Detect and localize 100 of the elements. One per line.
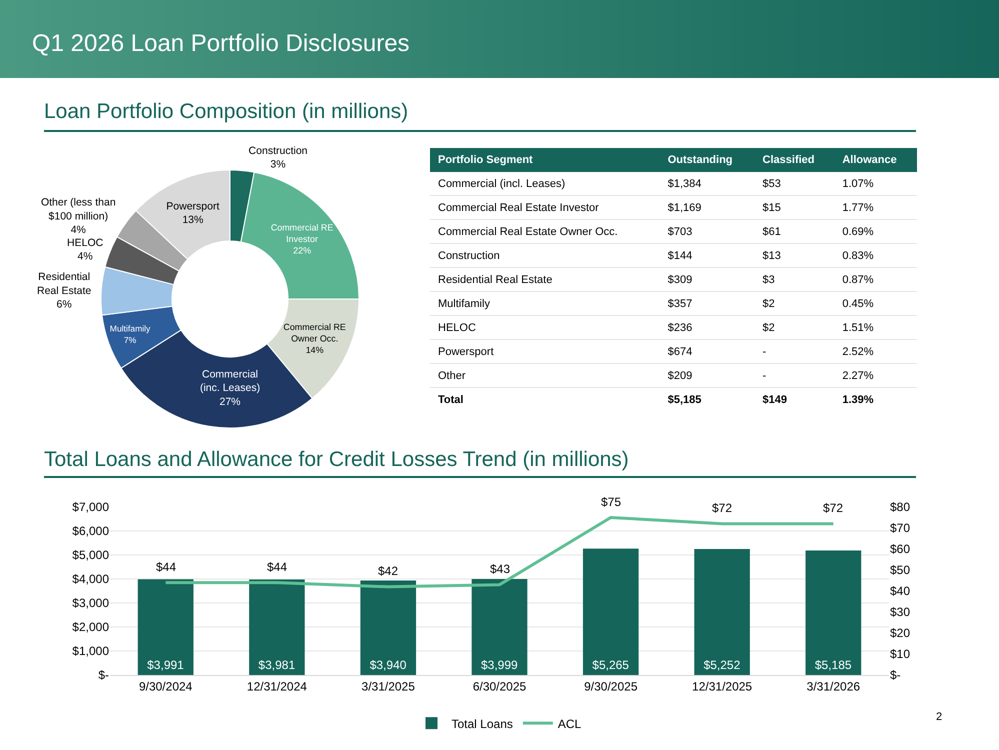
text: $53: [762, 178, 781, 190]
x-tick-label: 3/31/2026: [806, 679, 860, 694]
chart-title: Q1 2026 Loan Portfolio Disclosures: [32, 30, 410, 58]
y-tick-label: $4,000: [72, 572, 110, 586]
legend-label: Total Loans: [452, 716, 513, 731]
data-label: 13%: [182, 214, 204, 226]
text: 2.52%: [842, 346, 874, 358]
y-tick-label: $2,000: [72, 620, 110, 634]
y-tick-label: $3,000: [72, 596, 110, 610]
text: $357: [668, 298, 692, 310]
text: $15: [762, 202, 781, 214]
text: 0.87%: [842, 274, 874, 286]
data-label: $3,999: [480, 658, 518, 672]
data-label: $3,940: [370, 658, 407, 672]
data-label: $44: [267, 560, 288, 574]
bar: [582, 548, 639, 675]
data-label: 4%: [70, 224, 86, 236]
text: 1.77%: [842, 202, 874, 214]
category-label: Commercial Real Estate Owner Occ.: [438, 226, 618, 238]
text: $3: [762, 274, 775, 286]
data-label: 22%: [293, 246, 312, 256]
slice-label: HELOC: [67, 236, 104, 249]
text: $703: [668, 226, 692, 238]
data-label: 7%: [124, 334, 137, 345]
data-label: $3,981: [258, 658, 296, 672]
y2-tick-label: $70: [890, 521, 910, 536]
y2-tick-label: $40: [890, 584, 910, 598]
text: -: [762, 370, 766, 382]
category-label: Total: [438, 394, 464, 406]
text: $209: [668, 370, 692, 382]
data-label: 4%: [78, 250, 93, 263]
x-tick-label: 6/30/2025: [472, 679, 527, 694]
category-label: Commercial (incl. Leases): [438, 178, 566, 190]
y2-tick-label: $30: [890, 605, 910, 620]
x-tick-label: 12/31/2025: [692, 679, 752, 694]
category-label: Classified: [754, 148, 834, 172]
bar: [694, 548, 750, 675]
category-label: Multifamily: [438, 298, 490, 310]
text: -: [762, 346, 766, 358]
y-tick-label: $5,000: [72, 548, 110, 562]
slice-label: Commercial RE Owner Occ.: [283, 322, 346, 344]
category-label: Allowance: [834, 148, 917, 172]
data-label: $5,265: [592, 658, 630, 672]
data-label: $75: [601, 495, 622, 509]
text: Portfolio Segment: [430, 148, 660, 172]
x-tick-label: 9/30/2024: [138, 679, 193, 694]
text: 1.51%: [842, 322, 874, 334]
slice-label: Construction: [248, 145, 308, 158]
text: $13: [762, 250, 781, 262]
text: $61: [762, 226, 781, 238]
text: $2: [762, 298, 775, 310]
chart-subtitle: Loan Portfolio Composition (in millions): [44, 100, 408, 124]
category-label: Construction: [438, 250, 500, 262]
category-label: Powersport: [438, 346, 494, 358]
text: 0.45%: [842, 298, 874, 310]
data-label: $3,991: [147, 658, 184, 672]
x-tick-label: 9/30/2025: [584, 679, 638, 694]
y-tick-label: $1,000: [72, 644, 110, 658]
bar: [472, 579, 528, 675]
y2-tick-label: $20: [890, 626, 910, 640]
slice-label: Commercial RE Investor: [270, 222, 334, 244]
text: $1,169: [668, 202, 702, 214]
category-label: Commercial Real Estate Investor: [438, 202, 599, 214]
bar: [360, 580, 416, 675]
data-label: $72: [823, 501, 844, 515]
text: 0.83%: [842, 250, 874, 262]
y-tick-label: $-: [98, 668, 109, 682]
y2-tick-label: $60: [890, 542, 910, 556]
y-tick-label: $7,000: [72, 500, 110, 514]
y2-tick-label: $10: [890, 647, 910, 662]
text: $309: [668, 274, 692, 286]
data-label: $72: [712, 501, 732, 515]
text: 2.27%: [842, 370, 874, 382]
text: 2: [936, 711, 942, 723]
text: $149: [762, 394, 788, 406]
y-tick-label: $6,000: [72, 524, 110, 538]
data-label: $44: [156, 560, 176, 574]
slice-label: Multifamily: [110, 324, 152, 334]
category-label: HELOC: [438, 322, 476, 334]
chart-title: Total Loans and Allowance for Credit Losses Trend (in millions): [44, 448, 629, 472]
text: 0.69%: [842, 226, 874, 238]
data-label: 6%: [56, 298, 72, 310]
x-tick-label: 3/31/2025: [362, 679, 416, 694]
slice-label: Other (less than $100 million): [40, 196, 116, 222]
slice-label: Powersport: [166, 200, 220, 212]
category-label: Other: [438, 370, 466, 382]
text: $2: [762, 322, 775, 334]
x-tick-label: 12/31/2024: [246, 679, 308, 694]
data-label: 14%: [306, 344, 324, 355]
text: $674: [668, 346, 692, 358]
bar: [249, 579, 305, 675]
category-label: Residential Real Estate: [438, 274, 552, 286]
data-label: $42: [378, 564, 398, 578]
data-label: $43: [490, 562, 510, 576]
bar: [138, 579, 194, 675]
data-label: $5,185: [814, 658, 852, 672]
text: $1,384: [668, 178, 702, 190]
text: $236: [668, 322, 692, 334]
legend-label: ACL: [558, 716, 582, 731]
y2-tick-label: $-: [890, 668, 901, 682]
